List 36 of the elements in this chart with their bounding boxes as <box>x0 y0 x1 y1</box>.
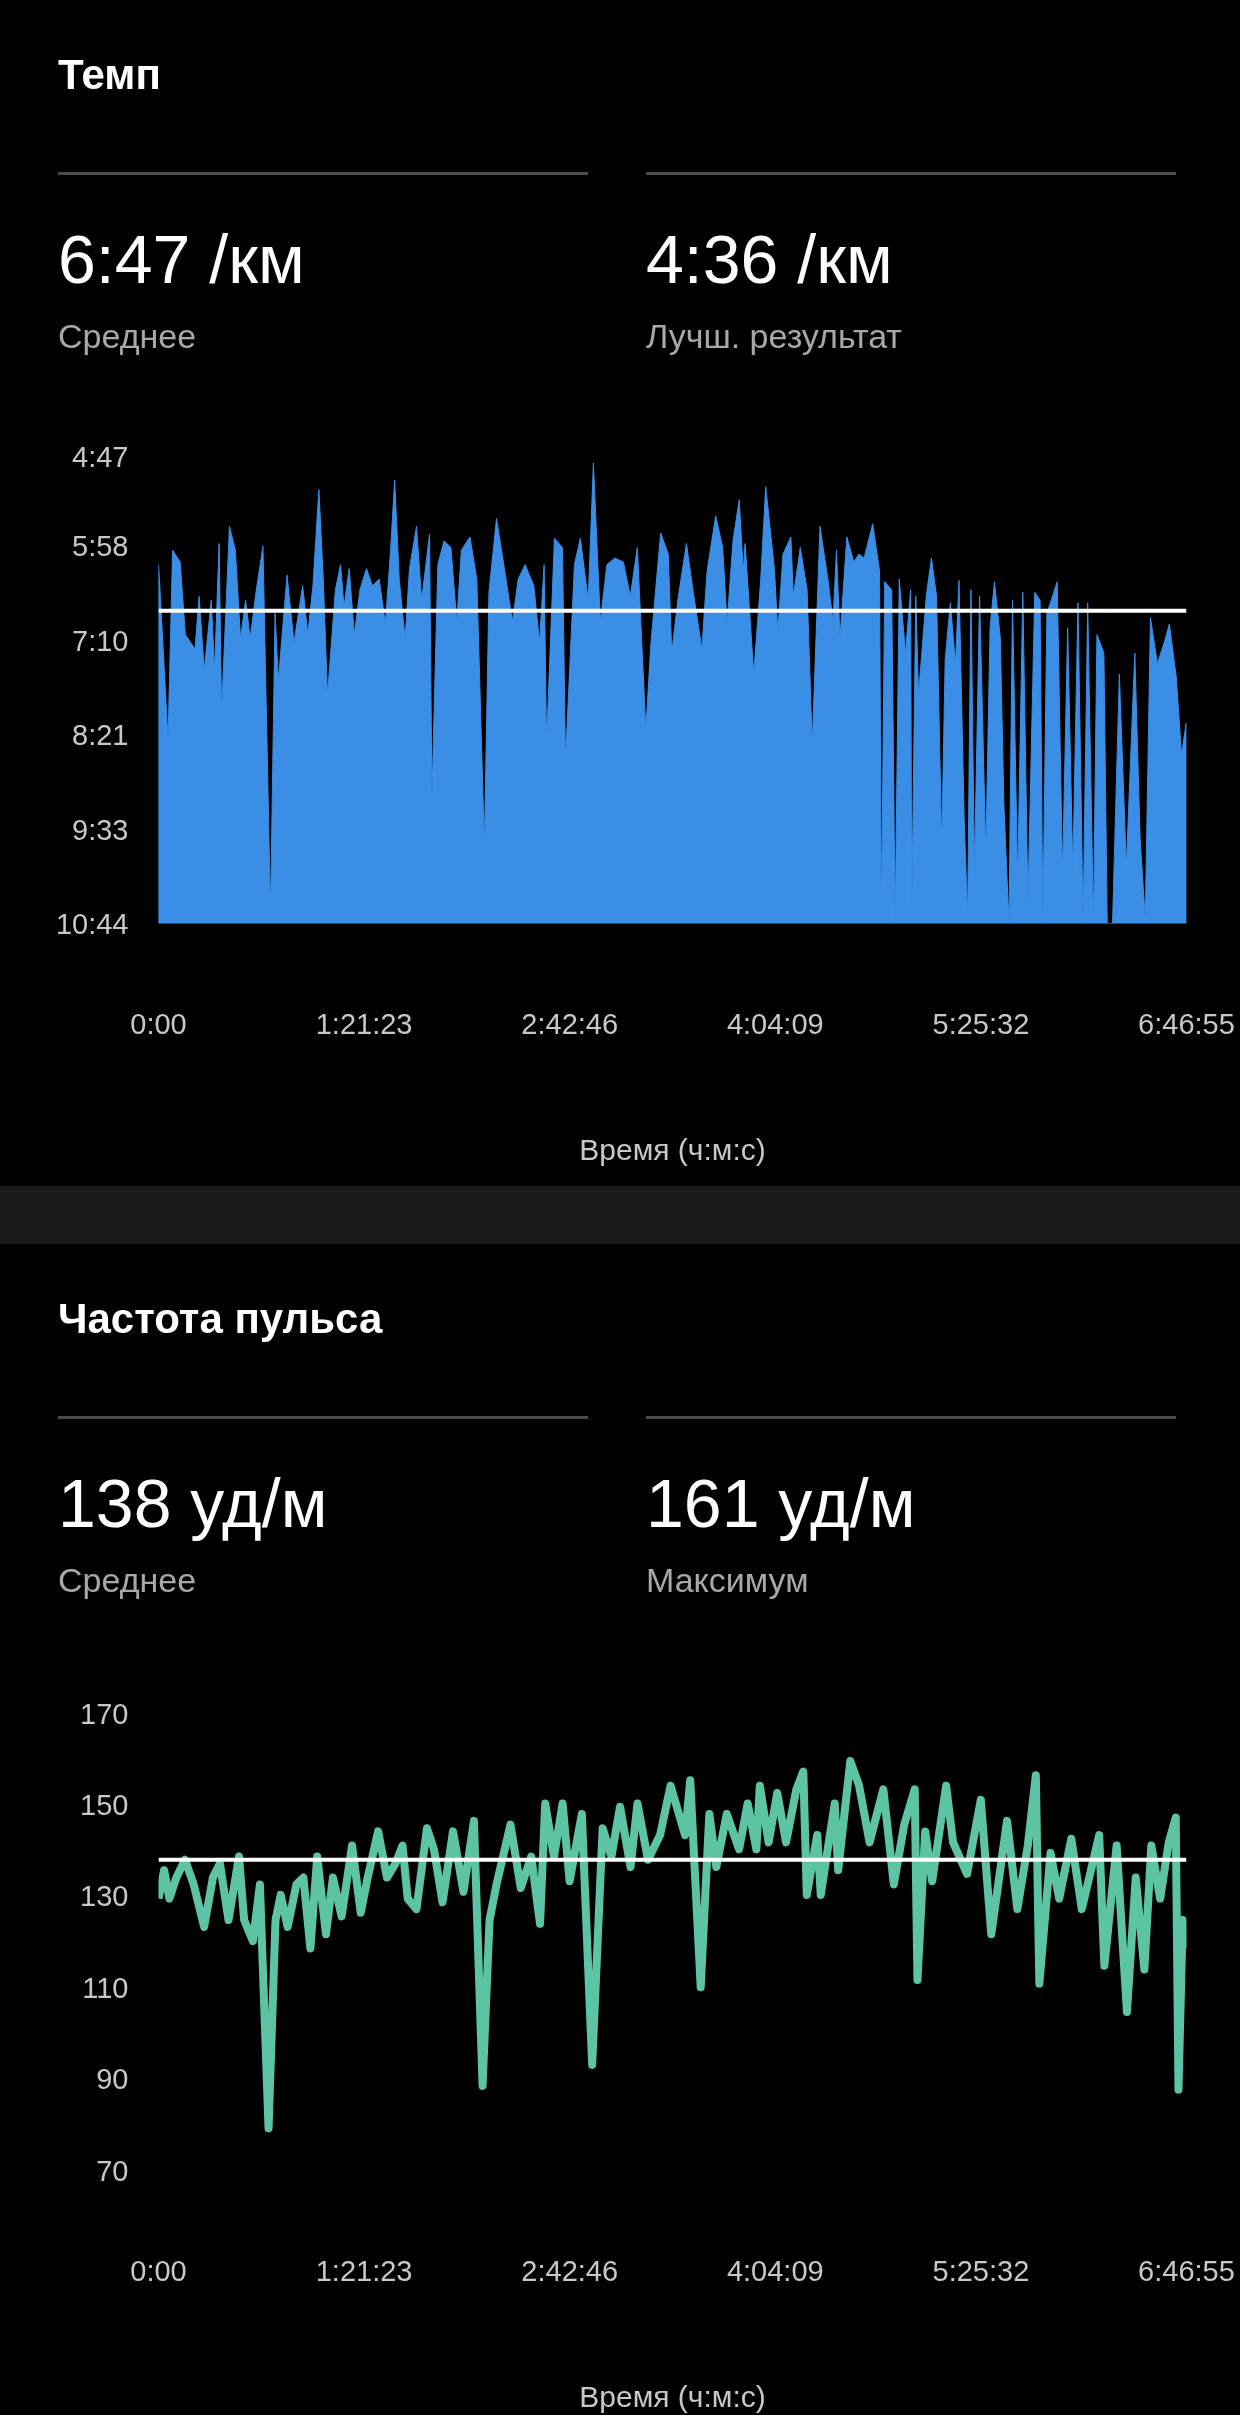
x-tick-label: 1:21:23 <box>315 2254 413 2287</box>
x-tick-label: 2:42:46 <box>521 2254 619 2287</box>
text: 4:36 /км <box>646 220 894 299</box>
y-tick-label: 10:44 <box>55 907 129 940</box>
x-tick-label: 5:25:32 <box>932 2254 1030 2287</box>
y-tick-label: 4:47 <box>72 440 129 473</box>
text: Лучш. результат <box>646 316 903 358</box>
x-tick-label: 5:25:32 <box>932 1007 1030 1040</box>
y-tick-label: 90 <box>96 2063 129 2096</box>
text: 138 уд/м <box>58 1464 329 1543</box>
x-tick-label: 0:00 <box>130 1007 187 1040</box>
x-tick-label: 6:46:55 <box>1138 1007 1235 1040</box>
y-tick-label: 130 <box>80 1880 129 1913</box>
x-tick-label: 4:04:09 <box>726 1007 824 1040</box>
text: 6:47 /км <box>58 220 306 299</box>
text: 161 уд/м <box>646 1464 917 1543</box>
y-tick-label: 110 <box>82 1971 129 2004</box>
x-tick-label: 6:46:55 <box>1138 2254 1235 2287</box>
x-tick-label: 2:42:46 <box>521 1007 619 1040</box>
y-tick-label: 150 <box>80 1788 129 1821</box>
chart-title: Частота пульса <box>58 1294 383 1344</box>
chart-title: Темп <box>58 50 161 100</box>
x-axis-title: Время (ч:м:с) <box>579 2379 766 2413</box>
y-tick-label: 9:33 <box>72 813 129 846</box>
text: Среднее <box>58 316 198 358</box>
x-tick-label: 4:04:09 <box>726 2254 824 2287</box>
y-tick-label: 8:21 <box>72 718 129 751</box>
text: Максимум <box>646 1560 810 1602</box>
x-tick-label: 1:21:23 <box>315 1007 413 1040</box>
y-tick-label: 170 <box>80 1697 129 1730</box>
y-tick-label: 7:10 <box>72 625 129 658</box>
x-axis-title: Время (ч:м:с) <box>579 1132 766 1166</box>
y-tick-label: 70 <box>96 2154 129 2187</box>
y-tick-label: 5:58 <box>72 530 129 563</box>
x-tick-label: 0:00 <box>130 2254 187 2287</box>
text: Среднее <box>58 1560 198 1602</box>
